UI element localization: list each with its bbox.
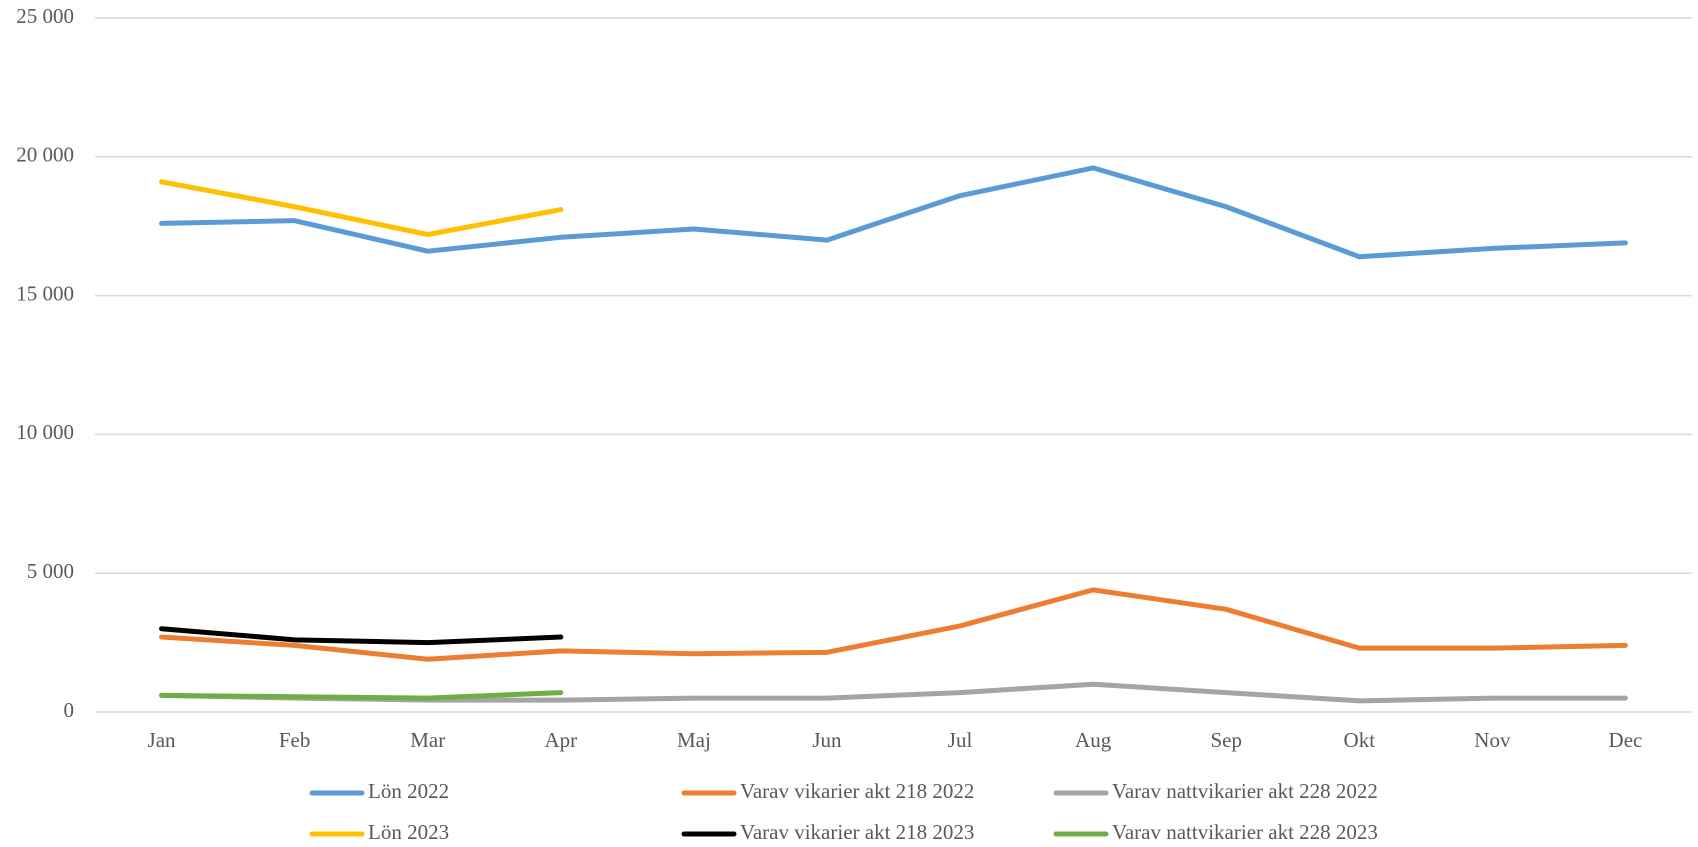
x-tick-label: Jan [148, 728, 176, 752]
x-tick-label: Feb [279, 728, 311, 752]
series-line [159, 626, 564, 646]
y-tick-label: 20 000 [16, 143, 74, 167]
x-tick-label: Dec [1609, 728, 1643, 752]
x-tick-label: Sep [1210, 728, 1242, 752]
x-tick-label: Nov [1474, 728, 1511, 752]
legend-label: Varav nattvikarier akt 228 2023 [1112, 820, 1378, 844]
series-line [159, 165, 1628, 260]
x-tick-label: Apr [544, 728, 577, 752]
series-line [159, 179, 564, 238]
legend-label: Varav nattvikarier akt 228 2022 [1112, 779, 1378, 803]
x-tick-label: Maj [677, 728, 711, 752]
series-line [159, 690, 564, 701]
y-tick-label: 10 000 [16, 420, 74, 444]
x-tick-label: Jul [948, 728, 973, 752]
x-tick-label: Okt [1344, 728, 1376, 752]
x-tick-label: Aug [1075, 728, 1112, 752]
legend-label: Lön 2023 [368, 820, 449, 844]
legend-label: Varav vikarier akt 218 2022 [740, 779, 974, 803]
y-tick-label: 5 000 [27, 559, 74, 583]
x-tick-label: Mar [410, 728, 445, 752]
y-tick-label: 15 000 [16, 281, 74, 305]
y-tick-label: 0 [64, 698, 75, 722]
legend-label: Varav vikarier akt 218 2023 [740, 820, 974, 844]
x-tick-label: Jun [812, 728, 842, 752]
series-line [159, 587, 1628, 662]
y-tick-label: 25 000 [16, 4, 74, 28]
legend-label: Lön 2022 [368, 779, 449, 803]
